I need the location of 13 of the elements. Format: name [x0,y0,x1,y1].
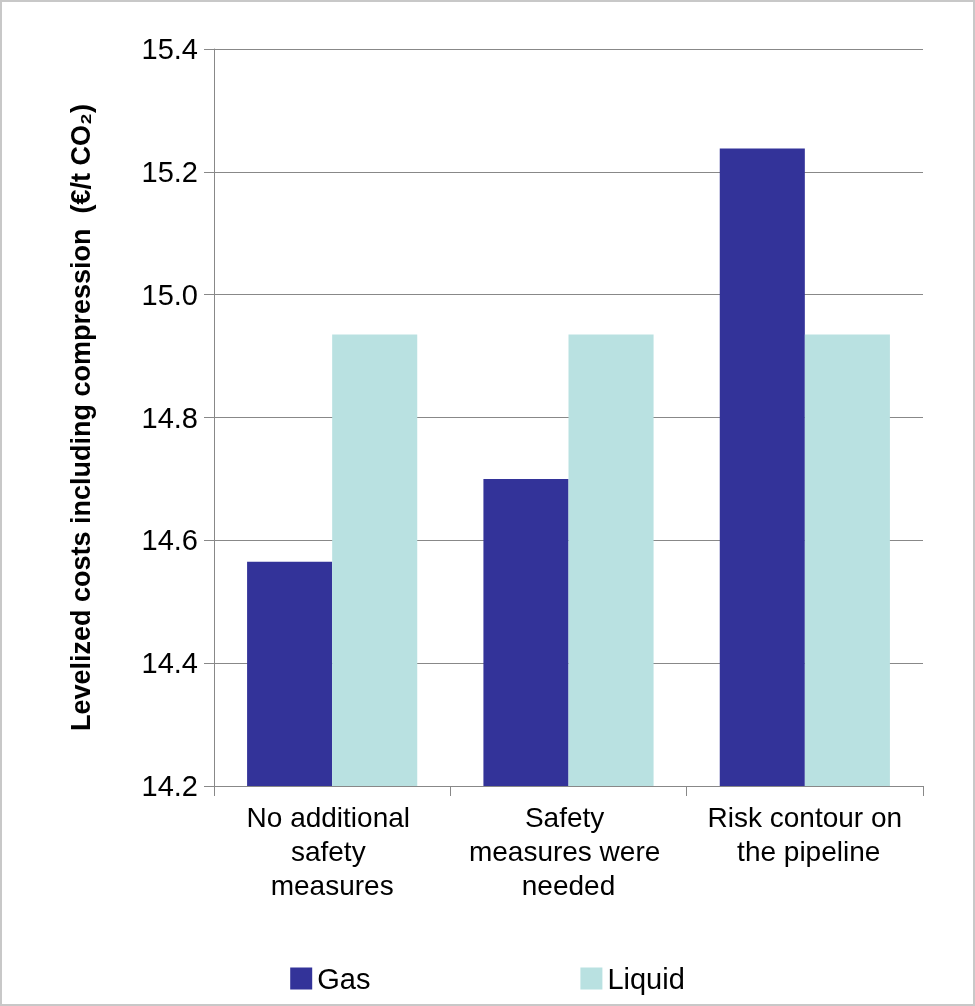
x-tick-label: Safety measures were needed [468,801,669,901]
y-tick-label: 15.4 [141,33,198,65]
y-tick-label: 15.2 [141,155,198,188]
y-tick-label: 14.4 [141,647,198,680]
x-tick-label: Risk contour on the pipeline [707,801,903,867]
y-axis-title: Levelized costs including compression (€/t CO₂) [65,103,96,732]
legend-label: Gas [317,962,371,995]
y-tick-label: 14.8 [141,401,198,434]
y-tick-label: 14.2 [141,770,198,802]
y-tick-label: 14.6 [141,524,198,557]
x-tick-label: No additional safety measures [246,801,418,901]
y-tick-label: 15.0 [141,278,198,311]
legend-label: Liquid [607,962,685,995]
